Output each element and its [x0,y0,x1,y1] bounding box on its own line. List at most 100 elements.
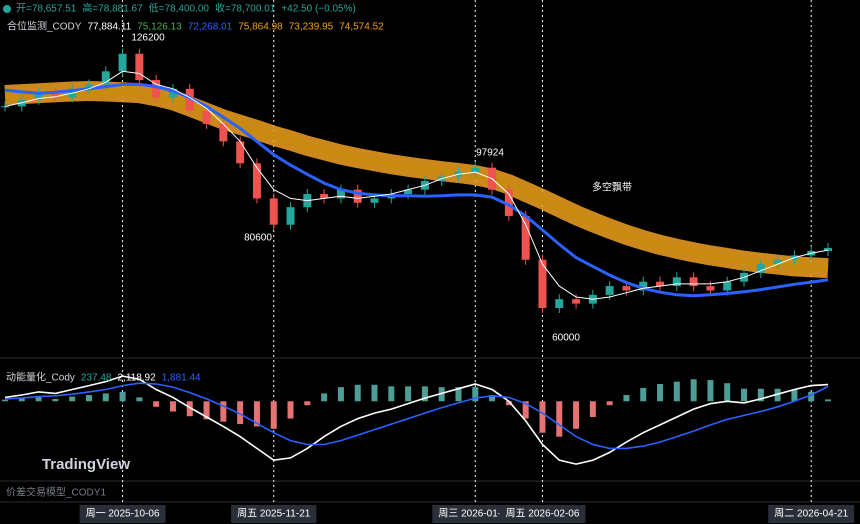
date-label-bg [499,505,586,523]
histogram-bar [405,386,412,402]
histogram-bar [421,386,428,402]
candle [236,141,245,164]
header-value: 低=78,400.00 [149,2,210,15]
histogram-bar [354,384,361,402]
candle [672,277,681,287]
candle [252,163,261,199]
candle [84,84,93,89]
candle [101,71,110,85]
header-value: 73,239.95 [289,22,334,33]
histogram-bar [825,399,831,402]
date-label-bg [432,505,519,523]
candle [118,53,127,72]
candle [219,123,228,142]
candle [622,286,631,291]
header-value: 74,574.52 [339,22,384,33]
x-tick-label: 周二 2026-04-21 [774,508,848,520]
candle [689,277,698,287]
date-label: 周一 2025-10-06 [79,505,166,523]
candle [51,93,60,98]
date-label-bg [231,505,317,523]
histogram-bar [371,384,378,402]
indicator-title[interactable]: 动能量化_Cody [6,371,75,384]
histogram-bar [69,396,76,402]
annotation: 126200 [131,33,165,44]
histogram-bar [321,393,328,402]
ma-line [4,70,829,300]
x-tick-label: 周一 2025-10-06 [86,508,160,520]
histogram-bar [253,401,260,427]
momentum-line [4,382,829,450]
candle [824,247,832,252]
histogram-bar [522,401,529,419]
histogram-bar [102,393,109,402]
histogram-bar [489,395,496,402]
date-label: 周三 2026-01-14 [432,505,519,523]
candle [538,259,547,308]
header: 合位监测_CODY 动能量化_Cody 价差交易模型_CODY1 Trading… [3,2,855,523]
histogram-bar [35,396,42,402]
histogram-bar [539,401,546,433]
histogram-bar [304,401,311,406]
histogram-bar [2,399,8,402]
histogram-bar [52,398,59,402]
date-label: 周二 2026-04-21 [768,505,855,523]
candle [286,207,295,225]
indicator-title[interactable]: 价差交易模型_CODY1 [6,486,106,499]
candle [555,299,564,308]
histogram-bar [724,383,731,402]
ma-line [4,82,829,298]
candle [1,106,9,108]
histogram-bar [220,401,227,422]
histogram-bar [757,388,764,402]
indicator-title[interactable]: 合位监测_CODY [7,20,82,33]
date-label-bg [768,505,855,523]
candle [202,110,211,124]
x-tick-label: 周五 2025-11-21 [237,508,311,520]
histogram-bar [606,401,613,406]
header-value: 77,884.11 [87,22,131,33]
candle [605,286,614,295]
x-tick-label: 周三 2026-01-14 [438,508,512,520]
histogram-bar [640,387,647,402]
histogram-bar [556,401,563,437]
histogram-bar [237,401,244,425]
annotation: 多空飘带 [592,181,632,194]
header-value: +42.50 (−0.05%) [281,4,356,15]
header-value: 收=78,700.01 [215,2,276,15]
histogram-bar [791,389,798,402]
header-value: 237.48 [81,373,112,384]
candle [152,80,161,98]
status-dot [3,5,11,13]
candle [723,281,732,291]
histogram-bar [153,401,160,407]
histogram-bar [808,391,815,402]
histogram-bar [472,387,479,402]
candle [639,281,648,291]
momentum-line [4,375,829,465]
candle [471,167,480,173]
candle [353,189,362,203]
annotation: 97924 [476,148,504,159]
date-label: 周五 2025-11-21 [231,505,317,523]
candle [135,53,144,81]
histogram-bar [673,381,680,402]
header-value: 75,126.13 [137,22,182,33]
date-label-bg [79,505,166,523]
annotation: 80600 [244,233,272,244]
candle [404,189,413,195]
candle [706,286,715,291]
histogram-bar [657,384,664,402]
candle [370,198,379,203]
histogram-bar [589,401,596,417]
header-value: 高=78,881.67 [82,2,143,15]
histogram-bar [287,401,294,419]
date-label: 周五 2026-02-06 [499,505,586,523]
panes [1,0,832,502]
histogram-bar [741,388,748,402]
candle [504,189,513,216]
histogram-bar [119,391,126,402]
histogram-bar [573,401,580,429]
candle [773,259,782,265]
